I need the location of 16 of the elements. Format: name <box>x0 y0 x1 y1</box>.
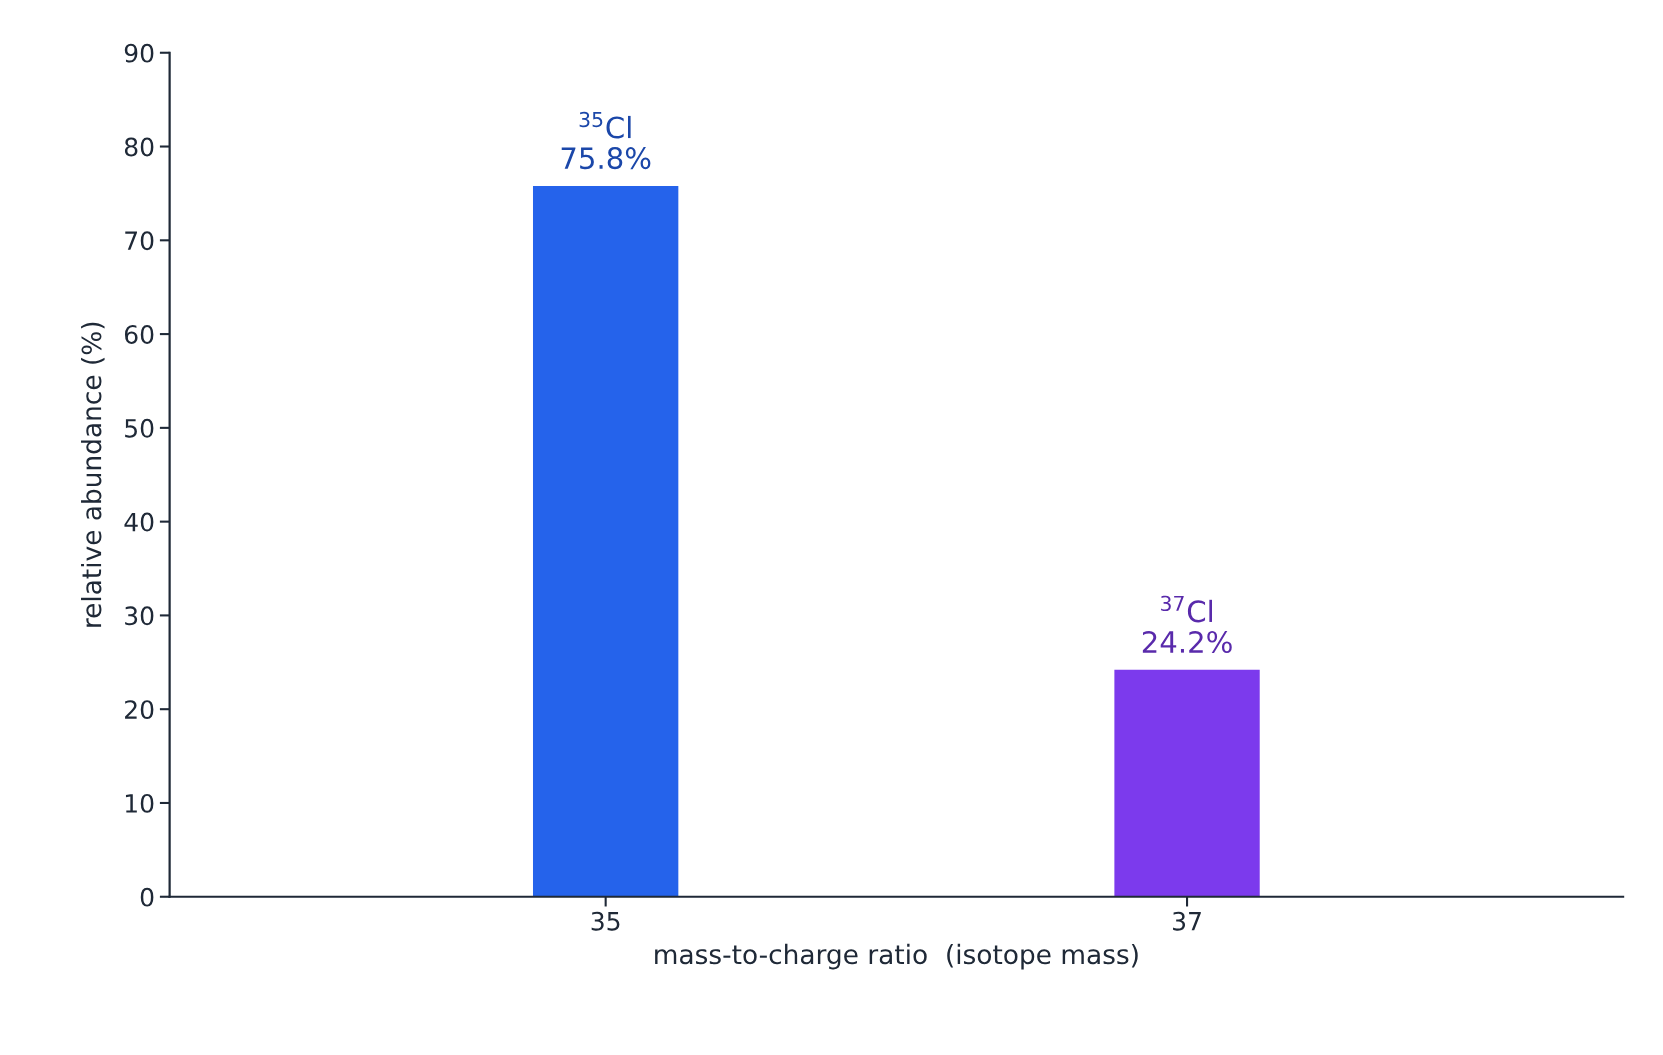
data-label: $^{37}$Cl 24.2% <box>1142 595 1232 654</box>
y-tick-label: 50 <box>125 418 154 438</box>
y-tick-label: 30 <box>125 606 154 626</box>
y-tick-label: 80 <box>124 137 154 157</box>
y-tick-label: 0 <box>140 887 154 907</box>
y-tick-label: 40 <box>124 512 154 532</box>
x-tick-label: 35 <box>591 911 620 931</box>
y-tick-label: 20 <box>125 700 154 720</box>
y-tick-label: 60 <box>124 325 154 344</box>
y-axis-title: relative abundance (%) <box>81 322 105 627</box>
y-tick-label: 90 <box>124 43 154 63</box>
x-axis-title: mass-to-charge ratio (isotope mass) <box>655 943 1138 970</box>
x-tick-label: 37 <box>1173 911 1201 931</box>
y-tick-label: 10 <box>125 793 154 813</box>
data-label: $^{35}$Cl 75.8% <box>561 111 651 170</box>
y-tick-label: 70 <box>125 231 154 251</box>
